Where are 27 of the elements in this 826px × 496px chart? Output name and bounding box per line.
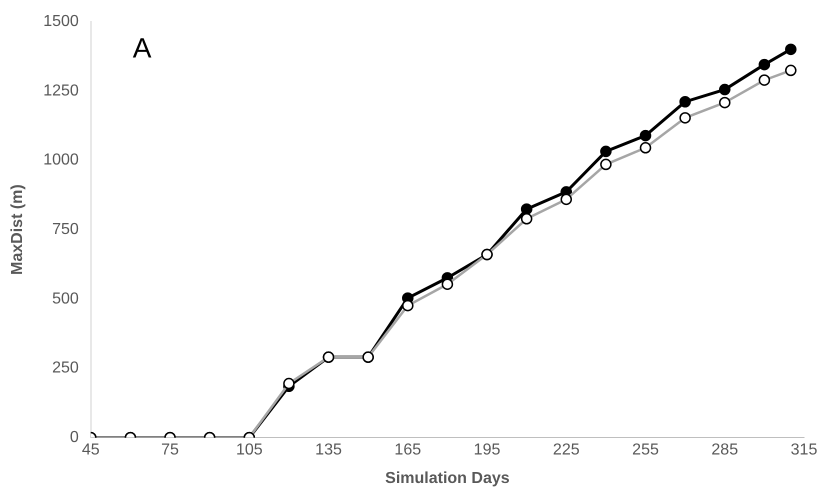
y-tick-label: 0 [70,429,79,446]
point [679,96,691,108]
x-tick-label: 105 [236,442,263,459]
x-tick-label: 195 [474,442,500,459]
point [758,58,770,70]
annotation: A [132,32,152,64]
y-axis-title: MaxDist (m) [9,184,26,275]
x-tick-label: 315 [790,442,818,459]
point [600,146,612,158]
x-tick-label: 135 [315,442,342,459]
point [719,84,731,96]
x-tick-label: 75 [161,442,180,459]
x-tick-label: 285 [711,442,738,459]
x-axis-title: Simulation Days [385,470,510,487]
y-tick-label: 1250 [43,82,79,100]
x-tick-label: 255 [632,442,659,459]
x-tick-label: 225 [552,442,580,459]
y-tick-label: 250 [52,360,79,377]
y-tick-label: 500 [52,290,79,308]
x-tick-label: 165 [394,442,422,459]
y-tick-label: 750 [52,221,79,238]
x-tick-label: 45 [82,442,100,459]
y-tick-label: 1500 [43,13,79,30]
y-tick-label: 1000 [43,152,79,169]
point [785,44,797,56]
point [640,130,652,142]
point [520,203,532,215]
